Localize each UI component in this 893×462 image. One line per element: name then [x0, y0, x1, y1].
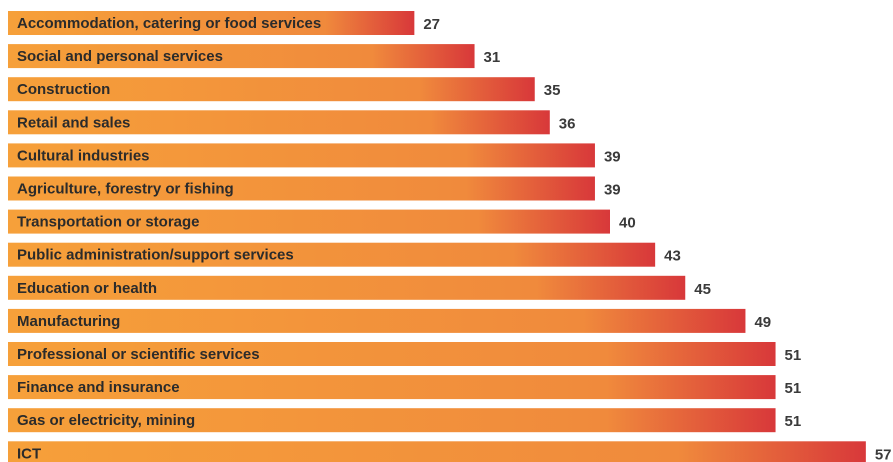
bar: [8, 408, 776, 433]
bar: [8, 242, 656, 267]
value-label: 36: [559, 115, 576, 132]
value-label: 45: [694, 281, 711, 298]
category-label: Accommodation, catering or food services: [17, 15, 321, 32]
category-label: Social and personal services: [17, 48, 223, 65]
bar: [8, 342, 776, 366]
value-label: 40: [619, 215, 636, 232]
bar-row: Professional or scientific services 51: [8, 342, 801, 366]
value-label: 35: [544, 82, 561, 99]
bar: [8, 143, 595, 168]
bar: [8, 209, 610, 234]
category-label: Transportation or storage: [17, 214, 200, 231]
value-label: 49: [754, 314, 771, 331]
bar: [8, 11, 415, 35]
value-label: 39: [604, 182, 621, 199]
bar-row: Transportation or storage 40: [8, 209, 636, 234]
value-label: 43: [664, 248, 681, 265]
bar-row: Cultural industries 39: [8, 143, 621, 168]
bar-row: Construction 35: [8, 77, 561, 102]
bar: [8, 176, 595, 201]
category-label: Manufacturing: [17, 313, 120, 330]
bar-row: Finance and insurance 51: [8, 375, 802, 400]
value-label: 51: [785, 347, 802, 364]
category-label: Professional or scientific services: [17, 346, 260, 363]
category-label: Finance and insurance: [17, 379, 180, 396]
bars-group: Accommodation, catering or food services…: [8, 11, 892, 462]
bar: [8, 275, 686, 300]
bar-row: Agriculture, forestry or fishing 39: [8, 176, 621, 201]
bar-row: Gas or electricity, mining 51: [8, 408, 802, 433]
bar: [8, 77, 535, 102]
bar-row: Retail and sales 36: [8, 110, 576, 135]
category-label: Gas or electricity, mining: [17, 412, 195, 429]
bar: [8, 44, 475, 69]
bar: [8, 441, 866, 462]
category-label: Public administration/support services: [17, 247, 294, 264]
category-label: Education or health: [17, 280, 157, 297]
category-label: Retail and sales: [17, 114, 130, 131]
category-label: ICT: [17, 445, 41, 462]
bar: [8, 110, 550, 135]
bar-row: Education or health 45: [8, 275, 711, 300]
category-label: Cultural industries: [17, 147, 150, 164]
bar-row: Manufacturing 49: [8, 308, 771, 333]
bar: [8, 308, 746, 333]
category-label: Construction: [17, 81, 110, 98]
value-label: 27: [423, 16, 440, 33]
value-label: 31: [484, 49, 501, 66]
value-label: 51: [785, 380, 802, 397]
bar-row: Social and personal services 31: [8, 44, 501, 69]
category-label: Agriculture, forestry or fishing: [17, 181, 234, 198]
value-label: 51: [785, 413, 802, 430]
value-label: 57: [875, 446, 892, 462]
bar-row: Accommodation, catering or food services…: [8, 11, 440, 35]
bar-row: ICT 57: [8, 441, 892, 462]
bar-row: Public administration/support services 43: [8, 242, 681, 267]
bar: [8, 375, 776, 400]
value-label: 39: [604, 148, 621, 165]
